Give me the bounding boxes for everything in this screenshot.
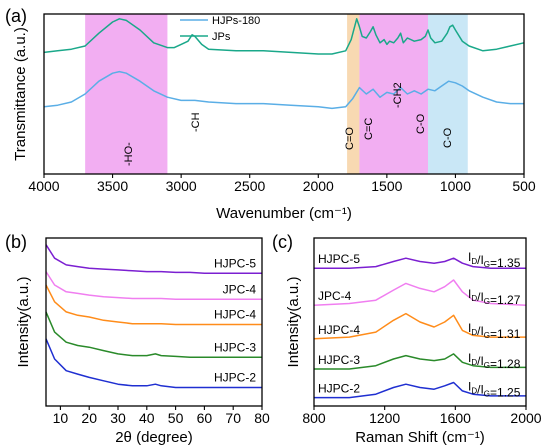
panel-b-tick-label-50: 50 <box>168 410 184 426</box>
panel-a-tick-label-1500: 1500 <box>371 178 402 194</box>
panel-b-label-hjpc-3: HJPC-3 <box>214 340 256 354</box>
panel-a-shaded-region-1 <box>85 14 168 174</box>
panel-b-label-jpc-4: JPC-4 <box>223 282 257 296</box>
panel-c-label-hjpc-2: HJPC-2 <box>318 382 360 396</box>
panel-c-ratio-jpc-4: ID/IG=1.27 <box>468 287 521 307</box>
panel-a-annotations: -HO- -CH C=O C=C -CH2 C-O C-O <box>123 82 454 166</box>
panel-b-x-ticks: 10 20 30 40 50 60 70 80 <box>53 406 270 426</box>
annotation-c-o-1: C-O <box>415 113 427 134</box>
panel-b-x-label: 2θ (degree) <box>115 429 193 446</box>
panel-b-series-jpc-4 <box>45 271 262 301</box>
panel-b-tick-label-20: 20 <box>81 410 97 426</box>
panel-c-label-hjpc-3: HJPC-3 <box>318 353 360 367</box>
annotation-c-o-2: C-O <box>442 127 454 148</box>
panel-b-label-hjpc-4: HJPC-4 <box>214 308 256 322</box>
panel-c-series-hjpc-5 <box>314 257 526 269</box>
annotation-ho: -HO- <box>123 142 135 166</box>
panel-b: (b) 10 20 30 40 50 60 70 80 HJPC-5JPC-4HJPC-4HJ… <box>5 232 270 446</box>
panel-c-series-jpc-4 <box>313 279 527 306</box>
panel-a-label: (a) <box>5 6 27 26</box>
panel-c-tick-label-1600: 1600 <box>440 410 471 426</box>
panel-a-tick-label-500: 500 <box>512 178 536 194</box>
panel-a-tick-label-2500: 2500 <box>234 178 265 194</box>
panel-c-x-ticks: 800 1200 1600 2000 <box>302 406 542 426</box>
panel-c-ratio-hjpc-3: ID/IG=1.28 <box>468 351 521 371</box>
panel-c-ratio-hjpc-2: ID/IG=1.25 <box>468 380 521 400</box>
panel-b-tick-label-70: 70 <box>225 410 241 426</box>
panel-c-ratio-hjpc-5: ID/IG=1.35 <box>468 250 521 270</box>
panel-c-label-hjpc-5: HJPC-5 <box>318 252 360 266</box>
panel-c-tick-label-1200: 1200 <box>369 410 400 426</box>
panel-b-tick-label-10: 10 <box>53 410 69 426</box>
panel-a-legend: HJPs-180 JPs <box>180 15 260 43</box>
panel-a-series <box>43 18 525 110</box>
panel-a-tick-label-1000: 1000 <box>440 178 471 194</box>
panel-b-series-hjpc-2 <box>45 338 262 389</box>
panel-b-y-label: Intensity(a.u.) <box>15 277 32 368</box>
panel-a-shaded-region-4 <box>428 14 468 174</box>
panel-a-tick-label-3500: 3500 <box>97 178 128 194</box>
panel-a-y-label: Transmittance (a.u.) <box>12 27 29 161</box>
panel-b-label-hjpc-2: HJPC-2 <box>214 371 256 385</box>
panel-c-series-hjpc-4 <box>313 312 526 340</box>
legend-label-hjps-180: HJPs-180 <box>212 15 260 27</box>
legend-label-jps: JPs <box>212 31 231 43</box>
panel-b-frame <box>45 237 263 407</box>
panel-b-series-labels: HJPC-5 JPC-4 HJPC-4 HJPC-3 HJPC-2 <box>214 256 256 384</box>
panel-a-frame <box>43 13 525 175</box>
panel-c-ratio-hjpc-4: ID/IG=1.31 <box>468 321 521 341</box>
panel-c-x-label: Raman Shift (cm⁻¹) <box>355 429 485 446</box>
panel-b-series-hjpc-4 <box>45 284 262 326</box>
panel-a-x-label: Wavenumber (cm⁻¹) <box>216 205 352 222</box>
panel-c-series-labels: HJPC-5 ID/IG=1.35 JPC-4 ID/IG=1.27 HJPC-4 ID/… <box>318 250 521 399</box>
panel-c-tick-label-2000: 2000 <box>510 410 541 426</box>
annotation-ch: -CH <box>190 112 202 132</box>
panel-c-y-label: Intensity(a.u.) <box>285 277 302 368</box>
panel-b-tick-label-60: 60 <box>197 410 213 426</box>
panel-b-label: (b) <box>5 232 27 252</box>
panel-c-tick-label-800: 800 <box>302 410 326 426</box>
panel-a: (a) 4000 3500 3000 2500 2000 1500 1000 500 Tran… <box>5 6 536 222</box>
panel-a-series-jps <box>43 18 525 55</box>
annotation-c-o-carbonyl: C=O <box>344 127 356 150</box>
annotation-ch2: -CH2 <box>392 82 404 108</box>
panel-c-label: (c) <box>272 232 293 252</box>
panel-a-shaded-region-2 <box>347 14 360 174</box>
panel-b-tick-label-80: 80 <box>254 410 270 426</box>
panel-b-tick-label-40: 40 <box>139 410 155 426</box>
panel-c-series <box>313 257 527 399</box>
panel-a-shaded-regions <box>85 14 468 174</box>
panel-a-tick-label-4000: 4000 <box>28 178 59 194</box>
panel-c-label-hjpc-4: HJPC-4 <box>318 323 360 337</box>
panel-b-series-hjpc-5 <box>45 244 262 275</box>
panel-a-tick-label-3000: 3000 <box>166 178 197 194</box>
panel-b-tick-label-30: 30 <box>110 410 126 426</box>
panel-a-x-ticks: 4000 3500 3000 2500 2000 1500 1000 500 <box>28 174 536 194</box>
panel-c-series-hjpc-3 <box>314 353 526 370</box>
panel-b-series-hjpc-3 <box>45 311 262 359</box>
panel-c-frame <box>313 237 527 407</box>
panel-a-tick-label-2000: 2000 <box>303 178 334 194</box>
panel-a-series-hjps-180 <box>43 70 524 110</box>
panel-c-series-hjpc-2 <box>314 381 526 399</box>
annotation-c-c: C=C <box>363 118 375 140</box>
panel-b-series <box>45 244 262 389</box>
panel-c: (c) 800 1200 1600 2000 HJPC-5 ID/IG=1.35 JPC-… <box>272 232 542 446</box>
panel-b-label-hjpc-5: HJPC-5 <box>214 256 256 270</box>
panel-c-label-jpc-4: JPC-4 <box>318 289 352 303</box>
